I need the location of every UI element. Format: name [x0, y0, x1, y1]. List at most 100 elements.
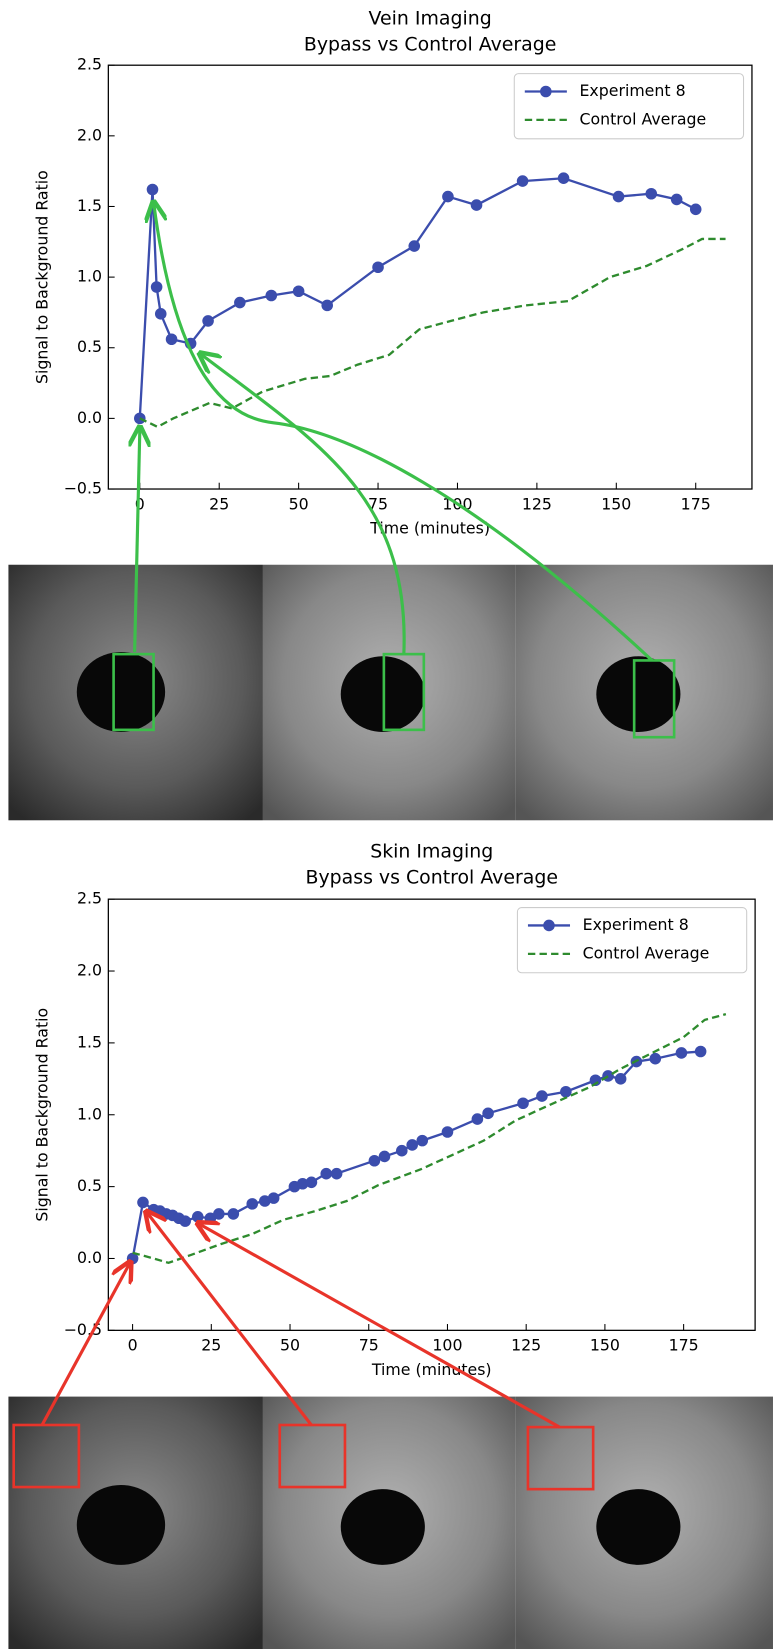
- data-point: [602, 1070, 614, 1082]
- legend: Experiment 8 Control Average: [513, 73, 745, 140]
- arrow: [198, 1223, 561, 1429]
- data-point: [191, 1211, 204, 1223]
- data-point: [675, 1047, 688, 1059]
- vein-images: [8, 564, 773, 821]
- data-point: [137, 1196, 149, 1209]
- roi-box: [526, 1425, 595, 1491]
- x-tick-label: 75: [359, 1336, 379, 1355]
- image-blob: [76, 652, 166, 732]
- x-tick-label: 50: [289, 494, 309, 513]
- x-tick-label: 175: [681, 494, 711, 513]
- y-tick-label: 0.0: [77, 1248, 102, 1267]
- chart: Vein Imaging Bypass vs Control Average −0.…: [33, 7, 753, 537]
- x-axis-label: Time (minutes): [371, 1360, 492, 1379]
- x-tick-label: 125: [522, 494, 552, 513]
- x-axis-label: Time (minutes): [369, 518, 490, 537]
- data-point: [612, 190, 625, 203]
- series-line: [139, 237, 726, 429]
- data-point: [267, 1192, 280, 1204]
- x-tick-label: 0: [135, 494, 145, 513]
- data-point: [694, 1045, 707, 1058]
- arrow: [40, 1262, 130, 1426]
- x-tick-label: 25: [201, 1336, 221, 1355]
- series-line: [131, 1050, 701, 1259]
- charts: Vein Imaging Bypass vs Control Average −0.…: [33, 7, 756, 1379]
- arrow: [154, 202, 654, 662]
- data-point: [330, 1167, 343, 1180]
- roi-box: [632, 659, 676, 739]
- data-point: [227, 1208, 240, 1220]
- image-blob: [596, 656, 681, 732]
- data-point: [202, 315, 214, 327]
- x-tick-label: 175: [669, 1336, 699, 1355]
- data-point: [368, 1154, 381, 1167]
- data-point: [557, 172, 570, 185]
- data-point: [408, 240, 421, 252]
- legend: Experiment 8 Control Average: [516, 907, 748, 974]
- data-point: [150, 281, 163, 293]
- y-tick-label: 2.5: [77, 889, 102, 908]
- legend-label: Control Average: [579, 109, 706, 128]
- data-point: [154, 308, 167, 320]
- data-point: [689, 203, 702, 216]
- y-tick-label: 0.5: [77, 337, 102, 356]
- y-tick-label: 1.5: [77, 1032, 102, 1051]
- chart-subtitle: Bypass vs Control Average: [305, 867, 558, 889]
- y-tick-label: 1.0: [77, 267, 102, 286]
- data-point: [296, 1177, 309, 1190]
- data-point: [213, 1208, 225, 1220]
- data-point: [259, 1195, 271, 1207]
- legend-label: Experiment 8: [583, 915, 689, 934]
- legend-box: [513, 73, 745, 140]
- data-point: [416, 1134, 429, 1147]
- y-tick-label: 0.5: [77, 1176, 102, 1195]
- legend-marker: [543, 919, 555, 932]
- data-point: [536, 1090, 548, 1102]
- x-tick-label: 0: [128, 1336, 138, 1355]
- roi-box: [278, 1423, 347, 1489]
- arrow: [135, 427, 140, 653]
- data-point: [442, 190, 454, 203]
- data-point: [471, 1113, 484, 1125]
- data-point: [645, 187, 658, 200]
- arrow: [146, 1212, 313, 1426]
- y-tick-label: 1.5: [77, 196, 102, 215]
- data-point: [378, 1150, 391, 1163]
- chart-subtitle: Bypass vs Control Average: [304, 34, 557, 56]
- data-point: [482, 1107, 494, 1120]
- y-tick-label: 2.0: [77, 961, 102, 980]
- x-tick-label: 125: [511, 1336, 541, 1355]
- y-axis-label: Signal to Background Ratio: [33, 170, 52, 384]
- data-point: [517, 1097, 529, 1110]
- data-point: [321, 299, 334, 312]
- image-blob: [340, 1489, 425, 1565]
- data-point: [165, 333, 178, 346]
- data-point: [320, 1167, 333, 1180]
- legend-label: Experiment 8: [579, 81, 685, 100]
- y-tick-label: 2.5: [77, 55, 102, 74]
- annotation-arrows: [40, 202, 654, 1429]
- y-tick-label: 0.0: [77, 408, 102, 427]
- data-point: [614, 1073, 627, 1085]
- series-line: [132, 1012, 727, 1265]
- y-tick-label: 1.0: [77, 1104, 102, 1123]
- legend-box: [516, 907, 748, 974]
- x-tick-label: 50: [280, 1336, 300, 1355]
- chart-title: Vein Imaging: [369, 7, 492, 29]
- data-point: [246, 1198, 259, 1210]
- data-point: [560, 1085, 572, 1098]
- chart-title: Skin Imaging: [370, 840, 493, 862]
- skin-images: [8, 1396, 773, 1649]
- data-point: [470, 199, 483, 211]
- data-point: [234, 296, 246, 309]
- arrow: [200, 353, 406, 655]
- legend-label: Control Average: [583, 943, 710, 962]
- data-point: [649, 1052, 662, 1065]
- data-point: [396, 1144, 408, 1157]
- plot-area: [126, 1012, 727, 1265]
- data-point: [305, 1176, 318, 1189]
- data-point: [441, 1126, 454, 1138]
